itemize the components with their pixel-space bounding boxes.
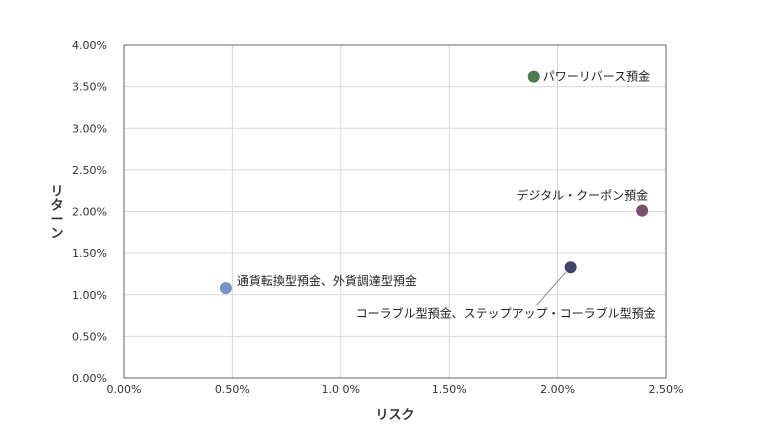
leader-lines <box>536 271 566 306</box>
data-point <box>219 282 232 295</box>
data-points <box>219 70 649 295</box>
x-axis-ticks: 0.00% 0.50% 1.0 0% 1.50% 2.00% 2.50% <box>107 383 684 396</box>
x-tick-label: 1.0 0% <box>322 383 360 396</box>
y-tick-label: 4.00% <box>72 39 107 52</box>
data-point <box>564 261 577 274</box>
y-tick-label: 1.00% <box>72 289 107 302</box>
y-tick-label: 2.50% <box>72 164 107 177</box>
x-tick-label: 1.50% <box>432 383 467 396</box>
y-tick-label: 1.50% <box>72 247 107 260</box>
point-label: コーラブル型預金、ステップアップ・コーラブル型預金 <box>356 305 656 320</box>
point-label: 通貨転換型預金、外貨調達型預金 <box>237 273 417 288</box>
x-tick-label: 0.00% <box>107 383 142 396</box>
x-axis-title: リスク <box>375 408 414 423</box>
x-tick-label: 2.50% <box>649 383 684 396</box>
y-axis-ticks: 0.00% 0.50% 1.00% 1.50% 2.00% 2.50% 3.00% 3.50%… <box>72 39 107 385</box>
point-label: パワーリバース預金 <box>543 69 650 84</box>
data-point <box>636 204 649 217</box>
x-tick-label: 0.50% <box>215 383 250 396</box>
y-tick-label: 0.00% <box>72 372 107 385</box>
x-tick-label: 2.00% <box>540 383 575 396</box>
y-axis-title: リターン <box>50 185 63 242</box>
point-label: デジタル・クーポン預金 <box>516 188 648 203</box>
plot-area-frame <box>123 44 667 379</box>
y-tick-label: 3.50% <box>72 81 107 94</box>
y-tick-label: 0.50% <box>72 330 107 343</box>
leader-line <box>536 271 566 306</box>
y-tick-label: 2.00% <box>72 206 107 219</box>
grid-lines <box>124 45 666 378</box>
data-point <box>527 70 540 83</box>
y-tick-label: 3.00% <box>72 122 107 135</box>
point-labels: パワーリバース預金デジタル・クーポン預金通貨転換型預金、外貨調達型預金コーラブル… <box>237 69 656 321</box>
